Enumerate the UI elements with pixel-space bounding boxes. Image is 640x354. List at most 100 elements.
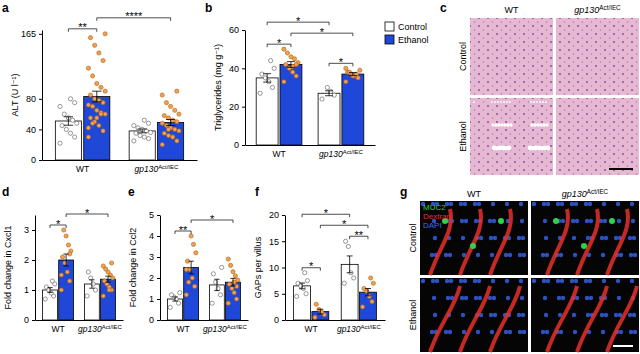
panel-label: d: [2, 185, 9, 199]
data-point: [73, 101, 77, 105]
x-tick-label: WT: [51, 324, 64, 334]
y-tick-mark: [32, 320, 35, 321]
y-tick: 5: [274, 289, 285, 299]
nucleus: [448, 330, 452, 334]
vacuole: [528, 146, 533, 151]
panel-label: e: [128, 185, 135, 199]
data-point: [313, 315, 317, 319]
y-axis-title: ALT (U l⁻¹): [10, 74, 20, 117]
y-tick-label: 0: [24, 315, 29, 325]
y-tick-label: 3: [149, 252, 154, 262]
y-tick-label: 3: [24, 225, 29, 235]
significance-label: *: [342, 218, 347, 230]
data-point: [282, 47, 286, 51]
image-cell: [556, 18, 639, 95]
data-point: [148, 130, 152, 134]
data-point: [346, 244, 350, 248]
label-superscript: Act/IEC: [587, 188, 609, 195]
nucleus: [463, 202, 467, 206]
x-tick-label: gp130Act/IEC: [319, 149, 363, 159]
y-tick-label: 40: [229, 64, 239, 74]
nucleus: [445, 279, 449, 283]
row-label: Ethanol: [458, 121, 468, 152]
data-point: [58, 141, 62, 145]
y-tick: 40: [229, 64, 245, 74]
vacuole: [539, 123, 542, 126]
nucleus: [631, 219, 635, 223]
significance-label: **: [179, 224, 188, 236]
bar: [342, 74, 364, 145]
y-tick-mark: [32, 290, 35, 291]
nucleus: [518, 330, 522, 334]
data-point: [325, 85, 329, 89]
scale-bar: [613, 345, 633, 347]
nucleus: [619, 253, 623, 257]
data-point: [194, 251, 198, 255]
goblet-cell: [581, 243, 587, 249]
y-tick-label: 1: [24, 285, 29, 295]
significance-label: *: [320, 26, 325, 38]
data-point: [171, 118, 175, 122]
data-point: [62, 112, 66, 116]
nucleus: [630, 279, 634, 283]
data-point: [68, 97, 72, 101]
nucleus: [632, 236, 636, 240]
row-label: Control: [458, 42, 468, 71]
data-point: [103, 32, 107, 36]
vacuole: [539, 101, 541, 103]
x-tick-label: gp130Act/IEC: [78, 324, 122, 334]
data-point: [95, 108, 99, 112]
y-tick: 15: [269, 237, 285, 247]
chart-panel: f05101520GAPs per villusWTgp130Act/IEC**…: [253, 185, 386, 334]
nucleus: [541, 330, 545, 334]
nucleus: [544, 236, 548, 240]
nucleus: [574, 279, 578, 283]
nucleus: [476, 253, 480, 257]
data-point: [103, 112, 107, 116]
data-point: [369, 276, 373, 280]
nucleus: [461, 313, 465, 317]
data-point: [99, 112, 103, 116]
data-point: [88, 116, 92, 120]
nucleus: [584, 202, 588, 206]
error-bar: [105, 276, 110, 282]
nucleus: [518, 253, 522, 257]
nucleus: [490, 330, 494, 334]
nucleus: [543, 296, 547, 300]
y-tick-mark: [32, 260, 35, 261]
data-point: [234, 297, 238, 301]
y-tick-label: 60: [229, 25, 239, 35]
data-point: [173, 108, 177, 112]
data-point: [86, 103, 90, 107]
data-point: [91, 121, 95, 125]
data-point: [291, 70, 295, 74]
nucleus: [532, 279, 536, 283]
label-base: gp130: [78, 324, 102, 334]
data-point: [358, 68, 362, 72]
nucleus: [604, 236, 608, 240]
label-base: gp130: [319, 149, 343, 159]
nucleus: [521, 313, 525, 317]
scale-bar: [609, 168, 633, 170]
nucleus: [603, 219, 607, 223]
vacuole: [545, 101, 547, 103]
data-point: [134, 131, 138, 135]
vacuole: [536, 101, 538, 103]
data-point: [177, 112, 181, 116]
chart-panel: d0123Fold change in Cxcl1WTgp130Act/IEC*…: [2, 185, 124, 334]
data-point: [184, 268, 188, 272]
vacuole: [497, 123, 500, 126]
nucleus: [600, 236, 604, 240]
data-point: [86, 126, 90, 130]
data-point: [160, 121, 164, 125]
histology-image: [470, 98, 553, 175]
data-point: [344, 239, 348, 243]
nucleus: [617, 219, 621, 223]
data-point: [231, 270, 235, 274]
data-point: [175, 139, 179, 143]
histology-image: [556, 18, 639, 95]
nucleus: [584, 279, 588, 283]
data-point: [59, 273, 63, 277]
y-tick: 3: [24, 225, 35, 235]
y-tick-mark: [282, 215, 285, 216]
